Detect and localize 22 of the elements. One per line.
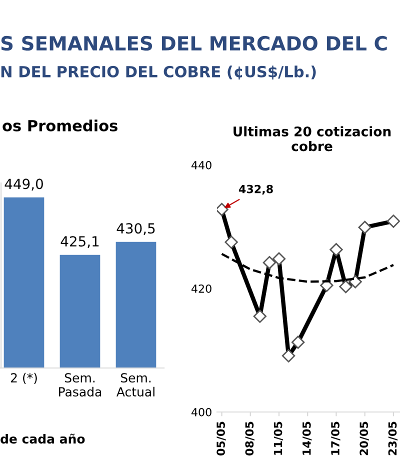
text: S SEMANALES DEL MERCADO DEL C	[1, 36, 387, 51]
x-tick-label: Sem. Pasada	[59, 373, 102, 397]
y-tick-label: 440	[191, 160, 212, 170]
chart-title: os Promedios	[2, 120, 118, 132]
x-tick-label: 14/05	[302, 422, 312, 455]
x-tick-label: Sem. Actual	[116, 373, 154, 397]
x-tick-label: 05/05	[216, 422, 226, 456]
chart-title: Ultimas 20 cotizacion cobre	[234, 126, 391, 152]
x-tick-label: 23/05	[388, 422, 398, 456]
x-tick-label: 20/05	[360, 422, 369, 456]
y-tick-label: 400	[191, 408, 212, 416]
annotation: 432,8	[238, 184, 273, 195]
data-label: 449,0	[4, 178, 43, 191]
text: de cada año	[0, 434, 85, 444]
text: N DEL PRECIO DEL COBRE (¢US$/Lb.)	[1, 66, 316, 80]
x-tick-label: 08/05	[245, 422, 254, 456]
data-label: 430,5	[116, 223, 155, 236]
x-tick-label: 2 (*)	[10, 372, 37, 384]
x-tick-label: 17/05	[331, 422, 340, 455]
x-tick-label: 11/05	[274, 422, 284, 455]
y-tick-label: 420	[191, 284, 212, 293]
data-label: 425,1	[60, 236, 99, 248]
